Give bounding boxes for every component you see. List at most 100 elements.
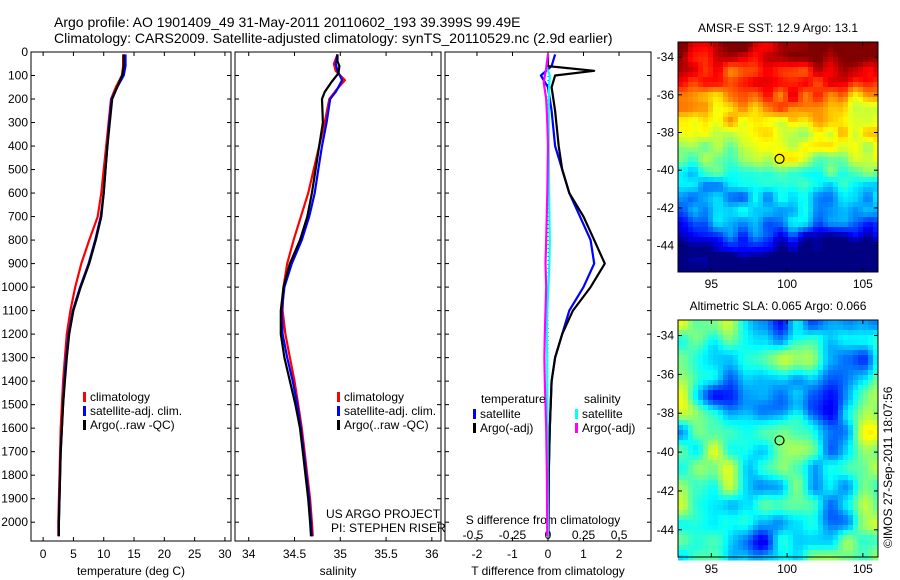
map-cell [848, 520, 854, 526]
map-cell [788, 57, 794, 63]
map-cell [753, 440, 759, 446]
map-cell [713, 252, 719, 258]
map-cell [758, 147, 764, 153]
map-cell [858, 52, 864, 58]
map-cell [823, 495, 829, 501]
map-cell [818, 480, 824, 486]
map-cell [833, 247, 839, 253]
map-cell [773, 217, 779, 223]
map-cell [698, 525, 704, 531]
map-cell [783, 242, 789, 248]
map-x-tick-label: 100 [777, 277, 797, 291]
map-cell [828, 460, 834, 466]
map-cell [823, 92, 829, 98]
map-cell [778, 550, 784, 556]
map-cell [748, 390, 754, 396]
map-cell [798, 445, 804, 451]
map-cell [868, 72, 874, 78]
map-cell [693, 122, 699, 128]
map-cell [733, 122, 739, 128]
map-cell [698, 147, 704, 153]
map-cell [703, 67, 709, 73]
map-cell [833, 132, 839, 138]
map-cell [843, 435, 849, 441]
map-cell [808, 227, 814, 233]
map-cell [793, 345, 799, 351]
map-cell [738, 267, 744, 273]
map-cell [803, 475, 809, 481]
map-cell [778, 510, 784, 516]
map-cell [688, 257, 694, 263]
map-cell [783, 380, 789, 386]
map-cell [688, 455, 694, 461]
map-cell [703, 232, 709, 238]
map-cell [803, 57, 809, 63]
map-cell [763, 232, 769, 238]
map-x-tick-label: 100 [777, 562, 797, 576]
map-cell [868, 247, 874, 253]
map-cell [853, 122, 859, 128]
map-cell [703, 117, 709, 123]
map-cell [683, 57, 689, 63]
map-cell [808, 340, 814, 346]
map-cell [868, 152, 874, 158]
map-cell [703, 545, 709, 551]
map-cell [868, 207, 874, 213]
map-cell [868, 380, 874, 386]
map-cell [758, 227, 764, 233]
map-cell [748, 320, 754, 326]
map-cell [858, 167, 864, 173]
map-cell [838, 77, 844, 83]
series-line-s-argo-adj- [542, 54, 550, 537]
map-cell [688, 147, 694, 153]
map-cell [798, 470, 804, 476]
map-cell [798, 325, 804, 331]
map-cell [828, 252, 834, 258]
map-cell [703, 47, 709, 53]
map-cell [693, 405, 699, 411]
map-cell [693, 550, 699, 556]
map-cell [813, 390, 819, 396]
map-cell [693, 102, 699, 108]
map-cell [718, 247, 724, 253]
map-cell [808, 122, 814, 128]
map-cell [788, 232, 794, 238]
map-cell [713, 430, 719, 436]
map-cell [758, 257, 764, 263]
map-cell [803, 87, 809, 93]
map-cell [718, 440, 724, 446]
map-cell [743, 167, 749, 173]
map-cell [733, 212, 739, 218]
map-cell [838, 87, 844, 93]
map-cell [728, 470, 734, 476]
map-cell [813, 82, 819, 88]
map-cell [703, 102, 709, 108]
y-tick-label: 1500 [1, 398, 28, 412]
map-cell [723, 152, 729, 158]
map-cell [728, 430, 734, 436]
map-cell [828, 107, 834, 113]
map-cell [828, 455, 834, 461]
map-cell [693, 132, 699, 138]
map-cell [798, 515, 804, 521]
map-cell [688, 212, 694, 218]
map-cell [868, 345, 874, 351]
map-cell [798, 177, 804, 183]
map-cell [863, 82, 869, 88]
map-cell [863, 247, 869, 253]
map-cell [723, 82, 729, 88]
map-cell [838, 475, 844, 481]
map-cell [688, 475, 694, 481]
map-cell [768, 267, 774, 273]
map-cell [738, 192, 744, 198]
map-cell [868, 92, 874, 98]
map-cell [763, 530, 769, 536]
map-cell [708, 47, 714, 53]
map-cell [838, 267, 844, 273]
map-cell [843, 370, 849, 376]
map-cell [818, 252, 824, 258]
map-cell [783, 430, 789, 436]
map-cell [843, 232, 849, 238]
map-cell [728, 72, 734, 78]
map-cell [738, 385, 744, 391]
